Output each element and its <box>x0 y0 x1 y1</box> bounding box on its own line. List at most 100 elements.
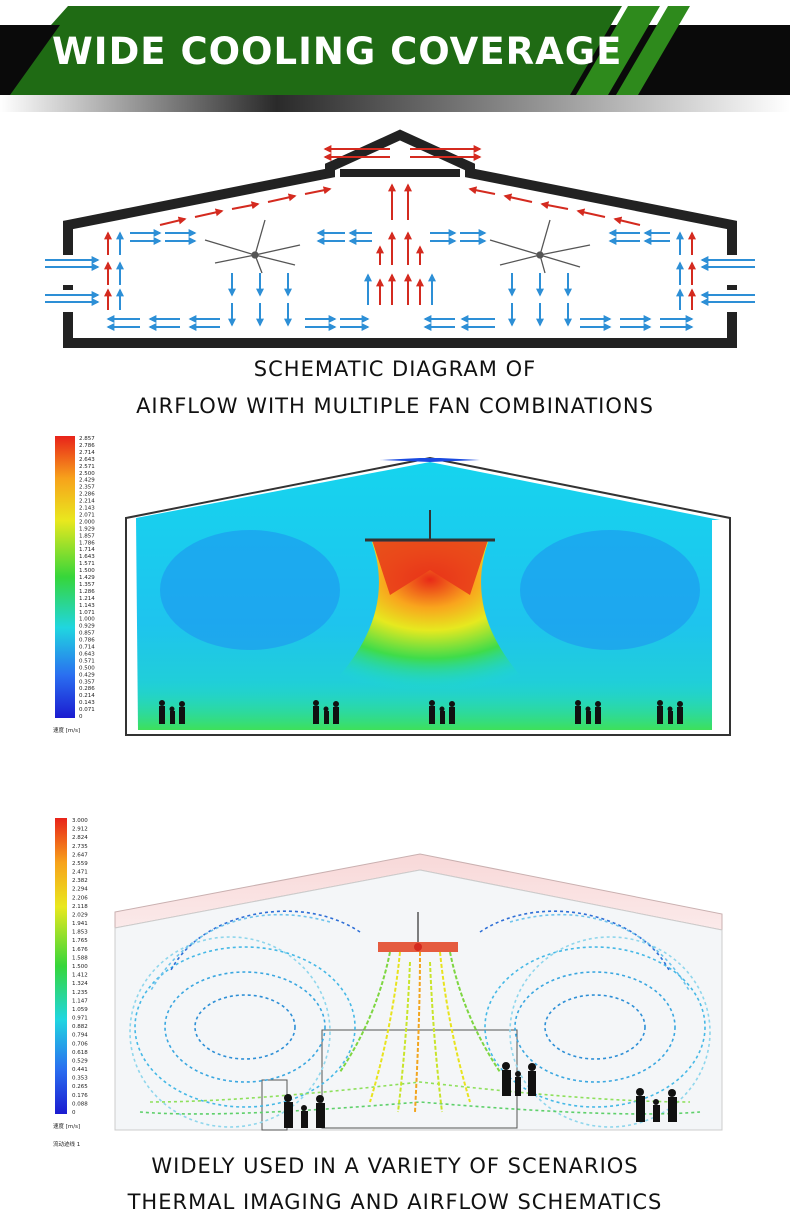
velocity-legend-tick: 0.571 <box>79 658 95 664</box>
ceiling-fan-icon <box>489 219 591 274</box>
streamline-legend-tick: 2.912 <box>72 827 88 833</box>
banner-graphic <box>0 6 790 112</box>
streamline-legend-labels: 3.000 2.912 2.824 2.735 2.647 2.559 2.471 2.382… <box>72 818 88 1116</box>
streamline-legend-tick: 1.588 <box>72 955 88 961</box>
velocity-legend-tick: 1.214 <box>79 596 95 602</box>
velocity-contour-image: 2.8572.7862.7142.6432.5712.5002.4292.357… <box>53 436 731 736</box>
footer-caption-line1: WIDELY USED IN A VARIETY OF SCENARIOS <box>151 1154 639 1178</box>
schematic-caption-line2: AIRFLOW WITH MULTIPLE FAN COMBINATIONS <box>136 394 654 418</box>
velocity-legend-tick: 1.000 <box>79 617 95 623</box>
velocity-legend-tick: 1.357 <box>79 582 95 588</box>
streamline-legend-tick: 0.618 <box>72 1050 88 1056</box>
velocity-legend-labels: 2.8572.7862.7142.6432.5712.5002.4292.357… <box>79 436 95 720</box>
streamline-legend-tick: 2.294 <box>72 887 88 893</box>
velocity-legend-tick: 0.929 <box>79 624 95 630</box>
streamline-legend-tick: 2.471 <box>72 870 88 876</box>
streamline-legend-tick: 2.118 <box>72 904 88 910</box>
velocity-legend-tick: 0.071 <box>79 707 95 713</box>
velocity-legend-tick: 1.071 <box>79 610 95 616</box>
streamline-legend-tick: 1.500 <box>72 964 88 970</box>
footer-caption-line2: THERMAL IMAGING AND AIRFLOW SCHEMATICS <box>127 1190 663 1214</box>
streamline-image: 3.000 2.912 2.824 2.735 2.647 2.559 2.471 2.382… <box>53 818 723 1148</box>
streamline-legend-tick: 1.235 <box>72 990 88 996</box>
airflow-arrow-icon <box>45 229 755 331</box>
streamline-legend-tick: 1.324 <box>72 981 88 987</box>
velocity-legend-tick: 1.786 <box>79 540 95 546</box>
velocity-legend-tick: 2.500 <box>79 471 95 477</box>
velocity-legend-tick: 0.786 <box>79 638 95 644</box>
velocity-legend-tick: 1.714 <box>79 547 95 553</box>
velocity-legend-tick: 1.286 <box>79 589 95 595</box>
streamline-legend-tick: 2.382 <box>72 878 88 884</box>
streamline-legend-unit: 速度 [m/s] <box>53 1122 80 1130</box>
streamline-legend-tick: 2.647 <box>72 852 88 858</box>
velocity-legend-tick: 2.429 <box>79 478 95 484</box>
velocity-contour-panel: 2.857 2.786 2.714 2.643 2.571 2.500 2.429 2.357… <box>0 430 790 750</box>
velocity-legend-tick: 2.857 <box>79 436 95 442</box>
streamline-legend-tick: 0.176 <box>72 1093 88 1099</box>
streamline-legend-tick: 0.706 <box>72 1041 88 1047</box>
velocity-legend-tick: 0.857 <box>79 631 95 637</box>
velocity-legend-tick: 2.143 <box>79 506 95 512</box>
streamline-legend-tick: 0.971 <box>72 1016 88 1022</box>
ceiling-fan-icon <box>378 912 458 952</box>
streamline-legend-tick: 1.059 <box>72 1007 88 1013</box>
velocity-legend-bar <box>55 436 75 718</box>
velocity-legend-tick: 0.143 <box>79 700 95 706</box>
airflow-arrow-icon <box>104 145 696 310</box>
velocity-legend-tick: 1.643 <box>79 554 95 560</box>
velocity-legend-tick: 2.714 <box>79 450 95 456</box>
velocity-legend-tick: 2.571 <box>79 464 95 470</box>
streamline-legend-tick: 0.882 <box>72 1024 88 1030</box>
velocity-legend-tick: 0.643 <box>79 651 95 657</box>
streamline-legend-tick: 0.441 <box>72 1067 88 1073</box>
velocity-legend-tick: 0.214 <box>79 693 95 699</box>
streamline-legend-tick: 0.794 <box>72 1033 88 1039</box>
streamline-legend-bar <box>55 818 67 1114</box>
streamline-legend-tick: 1.676 <box>72 947 88 953</box>
streamline-legend-tick: 0.088 <box>72 1101 88 1107</box>
streamline-legend-tick: 2.559 <box>72 861 88 867</box>
velocity-legend-tick: 0.429 <box>79 672 95 678</box>
building-schematic <box>45 129 755 348</box>
velocity-legend-tick: 0.714 <box>79 645 95 651</box>
people-silhouette-icon <box>284 1062 677 1128</box>
header-banner: WIDE COOLING COVERAGE <box>0 0 790 112</box>
people-silhouette-icon <box>159 700 683 724</box>
velocity-legend-tick: 0.357 <box>79 679 95 685</box>
streamline-legend-tick: 1.147 <box>72 998 88 1004</box>
ceiling-fan-icon <box>204 219 301 274</box>
fan-jet <box>339 951 501 1113</box>
streamline-legend-tick: 0.353 <box>72 1076 88 1082</box>
velocity-legend-tick: 0.286 <box>79 686 95 692</box>
ceiling-fan-icon <box>365 510 495 542</box>
velocity-legend-tick: 2.214 <box>79 499 95 505</box>
streamline-legend-tick: 1.941 <box>72 921 88 927</box>
velocity-legend-tick: 0.500 <box>79 665 95 671</box>
velocity-legend-tick: 2.357 <box>79 485 95 491</box>
streamline-legend-note: 流动迹线 1 <box>53 1140 80 1148</box>
streamline-legend-tick: 2.824 <box>72 835 88 841</box>
velocity-legend-tick: 1.929 <box>79 526 95 532</box>
airflow-streamlines <box>129 910 711 1128</box>
airflow-schematic <box>0 125 790 355</box>
velocity-legend-tick: 2.286 <box>79 492 95 498</box>
streamline-legend-tick: 2.206 <box>72 895 88 901</box>
velocity-legend-tick: 2.071 <box>79 512 95 518</box>
streamline-legend-tick: 1.853 <box>72 930 88 936</box>
schematic-caption-line1: SCHEMATIC DIAGRAM OF <box>253 357 537 381</box>
velocity-legend-tick: 1.143 <box>79 603 95 609</box>
velocity-legend-tick: 1.571 <box>79 561 95 567</box>
velocity-legend-tick: 0 <box>79 714 83 720</box>
streamline-legend-tick: 1.765 <box>72 938 88 944</box>
streamline-panel: 3.000 2.912 2.824 2.735 2.647 2.559 2.471 2.382… <box>0 812 790 1157</box>
banner-title: WIDE COOLING COVERAGE <box>52 30 623 73</box>
velocity-legend-tick: 1.429 <box>79 575 95 581</box>
velocity-legend-tick: 1.857 <box>79 533 95 539</box>
streamline-legend-tick: 0.265 <box>72 1084 88 1090</box>
streamline-legend-tick: 0 <box>72 1110 76 1116</box>
velocity-legend-tick: 2.786 <box>79 443 95 449</box>
velocity-legend-tick: 2.643 <box>79 457 95 463</box>
streamline-legend-tick: 0.529 <box>72 1058 88 1064</box>
streamline-legend-tick: 1.412 <box>72 973 88 979</box>
